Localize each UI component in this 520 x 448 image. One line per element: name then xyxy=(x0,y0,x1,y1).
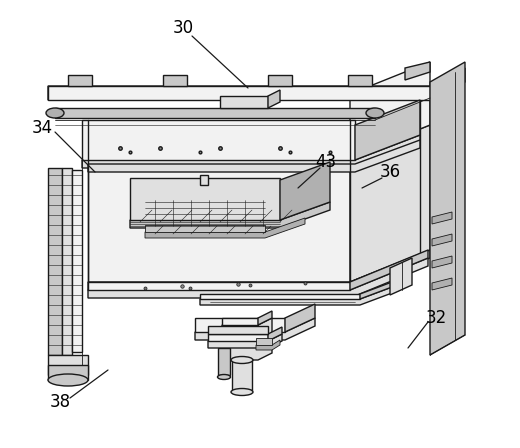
Text: 43: 43 xyxy=(316,153,336,171)
Polygon shape xyxy=(55,108,375,118)
Polygon shape xyxy=(163,75,187,86)
Polygon shape xyxy=(88,250,430,290)
Polygon shape xyxy=(360,279,400,299)
Polygon shape xyxy=(200,294,360,299)
Polygon shape xyxy=(268,327,282,341)
Polygon shape xyxy=(48,68,465,100)
Polygon shape xyxy=(430,62,465,355)
Polygon shape xyxy=(268,90,280,108)
Polygon shape xyxy=(405,62,430,80)
Polygon shape xyxy=(88,258,428,298)
Text: 30: 30 xyxy=(173,19,193,37)
Polygon shape xyxy=(82,135,420,168)
Text: 34: 34 xyxy=(31,119,53,137)
Polygon shape xyxy=(348,75,372,86)
Polygon shape xyxy=(222,318,258,325)
Polygon shape xyxy=(208,334,282,348)
Polygon shape xyxy=(130,202,330,228)
Polygon shape xyxy=(195,318,315,340)
Polygon shape xyxy=(82,120,355,160)
Polygon shape xyxy=(62,168,72,355)
Polygon shape xyxy=(432,212,452,224)
Ellipse shape xyxy=(46,108,64,118)
Polygon shape xyxy=(145,218,305,238)
Polygon shape xyxy=(222,318,272,360)
Polygon shape xyxy=(432,234,452,246)
Ellipse shape xyxy=(217,375,230,379)
Polygon shape xyxy=(350,250,428,290)
Polygon shape xyxy=(218,348,230,375)
Polygon shape xyxy=(355,100,420,160)
Polygon shape xyxy=(432,278,452,290)
Polygon shape xyxy=(200,175,208,185)
Polygon shape xyxy=(68,75,92,86)
Polygon shape xyxy=(220,96,268,108)
Polygon shape xyxy=(256,340,280,350)
Polygon shape xyxy=(256,338,272,345)
Text: 36: 36 xyxy=(380,163,400,181)
Polygon shape xyxy=(72,170,82,352)
Polygon shape xyxy=(88,155,350,282)
Polygon shape xyxy=(350,62,430,157)
Polygon shape xyxy=(145,225,265,232)
Polygon shape xyxy=(208,326,268,334)
Polygon shape xyxy=(268,75,292,86)
Ellipse shape xyxy=(231,388,253,396)
Polygon shape xyxy=(88,140,420,172)
Ellipse shape xyxy=(231,357,253,363)
Polygon shape xyxy=(48,86,430,100)
Polygon shape xyxy=(432,256,452,268)
Polygon shape xyxy=(350,125,430,282)
Polygon shape xyxy=(48,168,62,355)
Polygon shape xyxy=(48,355,88,375)
Polygon shape xyxy=(195,318,285,332)
Text: 38: 38 xyxy=(49,393,71,411)
Polygon shape xyxy=(88,282,350,290)
Polygon shape xyxy=(285,304,315,332)
Text: 32: 32 xyxy=(425,309,447,327)
Polygon shape xyxy=(200,284,400,305)
Ellipse shape xyxy=(366,108,384,118)
Polygon shape xyxy=(390,258,412,295)
Polygon shape xyxy=(280,162,330,220)
Polygon shape xyxy=(232,360,252,390)
Polygon shape xyxy=(48,365,88,380)
Polygon shape xyxy=(258,311,272,325)
Polygon shape xyxy=(208,334,268,341)
Polygon shape xyxy=(130,178,280,220)
Ellipse shape xyxy=(48,374,88,386)
